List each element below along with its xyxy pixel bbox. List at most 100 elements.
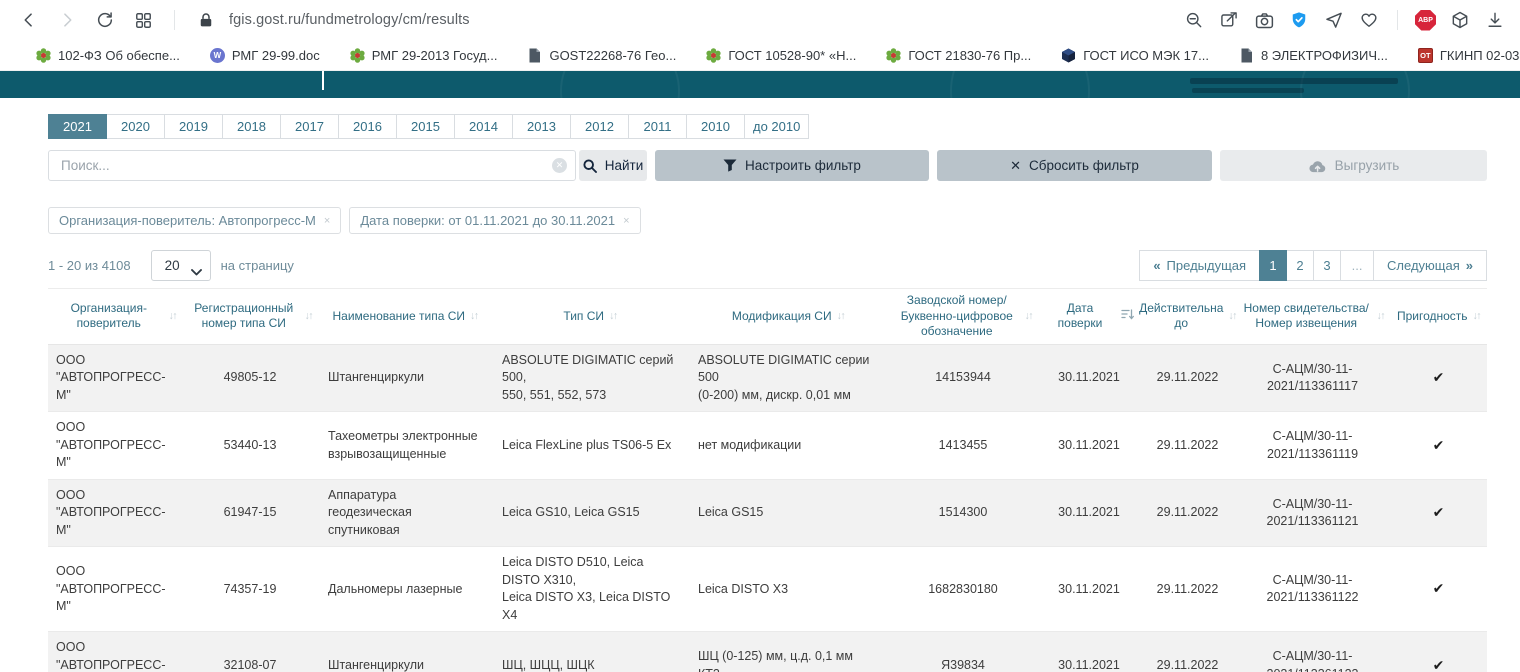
cell-modification: ШЦ (0-125) мм, ц.д. 0,1 мм КТ2	[688, 631, 888, 672]
tab-2013[interactable]: 2013	[512, 114, 571, 139]
zoom-out-icon[interactable]	[1183, 9, 1205, 31]
bookmark-item[interactable]: ГОСТ 10528-90* «Н...	[706, 48, 856, 63]
per-page-select[interactable]: 20	[150, 250, 211, 281]
refresh-icon[interactable]	[94, 9, 116, 31]
sort-icon[interactable]: ↓↑	[470, 309, 479, 322]
bookmark-label: GOST22268-76 Гео...	[549, 47, 677, 63]
bookmark-item[interactable]: РМГ 29-2013 Госуд...	[350, 47, 498, 63]
sort-icon[interactable]: ↓↑	[1472, 309, 1482, 322]
bookmark-item[interactable]: 102-ФЗ Об обеспе...	[36, 48, 180, 63]
cell-verification-date: 30.11.2021	[1038, 479, 1140, 548]
clear-search-icon[interactable]: ✕	[552, 158, 567, 173]
share-edit-icon[interactable]	[1218, 9, 1240, 31]
tab-2019[interactable]: 2019	[164, 114, 223, 139]
bookmark-item[interactable]: ГОСТ 21830-76 Пр...	[886, 48, 1031, 63]
page-button-2[interactable]: 2	[1286, 250, 1315, 281]
header-type-name[interactable]: Наименование типа СИ ↓↑	[318, 288, 492, 345]
adblock-badge[interactable]: ABP	[1415, 9, 1436, 31]
sort-icon[interactable]: ↓↑	[836, 309, 846, 322]
header-verification-date[interactable]: Дата поверки	[1038, 288, 1140, 345]
search-box: ✕	[48, 150, 576, 181]
pagination-row: 1 - 20 из 4108 20 на страницу « Предыдущ…	[48, 250, 1487, 281]
sort-icon[interactable]: ↓↑	[168, 309, 178, 322]
chevron-down-icon	[190, 263, 202, 281]
page-button-3[interactable]: 3	[1313, 250, 1342, 281]
tab-2021[interactable]: 2021	[48, 114, 107, 139]
forward-icon[interactable]	[56, 9, 78, 31]
bookmark-item[interactable]: GOST22268-76 Гео...	[527, 48, 676, 63]
protect-shield-icon[interactable]	[1288, 9, 1310, 31]
remove-filter-icon[interactable]: ×	[623, 214, 630, 227]
header-organization[interactable]: Организация-поверитель ↓↑	[48, 288, 182, 345]
table-row[interactable]: ООО "АВТОПРОГРЕСС-М" 61947-15 Аппаратура…	[48, 479, 1487, 548]
next-page-button[interactable]: Следующая »	[1373, 250, 1487, 281]
cell-reg-number: 53440-13	[182, 411, 318, 480]
table-row[interactable]: ООО "АВТОПРОГРЕСС-М" 74357-19 Дальномеры…	[48, 546, 1487, 633]
bookmark-item[interactable]: W РМГ 29-99.doc	[209, 47, 320, 63]
tab-2017[interactable]: 2017	[280, 114, 339, 139]
table-row[interactable]: ООО "АВТОПРОГРЕСС-М" 49805-12 Штангенцир…	[48, 344, 1487, 413]
header-reg-number[interactable]: Регистрационный номер типа СИ ↓↑	[182, 288, 318, 345]
reset-filter-button[interactable]: ✕ Сбросить фильтр	[937, 150, 1212, 181]
send-icon[interactable]	[1323, 9, 1345, 31]
remove-filter-icon[interactable]: ×	[323, 214, 331, 227]
tab-2011[interactable]: 2011	[628, 114, 687, 139]
extensions-cube-icon[interactable]	[1449, 9, 1471, 31]
cell-certificate: С-АЦМ/30-11- 2021/113361123	[1235, 631, 1390, 672]
page-button-1[interactable]: 1	[1259, 250, 1288, 281]
tiles-icon[interactable]	[132, 9, 154, 31]
header-si-type[interactable]: Тип СИ ↓↑	[492, 288, 688, 345]
tab-2020[interactable]: 2020	[106, 114, 165, 139]
export-button[interactable]: Выгрузить	[1220, 150, 1487, 181]
sort-icon[interactable]: ↓↑	[304, 309, 314, 322]
download-icon[interactable]	[1484, 9, 1506, 31]
table-row[interactable]: ООО "АВТОПРОГРЕСС-М" 32108-07 Штангенцир…	[48, 631, 1487, 672]
sort-active-icon[interactable]	[1121, 308, 1134, 325]
double-chevron-right-icon: »	[1465, 258, 1473, 273]
sort-icon[interactable]: ↓↑	[1024, 309, 1034, 322]
sort-icon[interactable]: ↓↑	[609, 309, 618, 322]
cell-certificate: С-АЦМ/30-11- 2021/113361122	[1235, 546, 1390, 633]
tab-2018[interactable]: 2018	[222, 114, 281, 139]
tab-2014[interactable]: 2014	[454, 114, 513, 139]
results-table: Организация-поверитель ↓↑ Регистрационный…	[48, 288, 1487, 672]
flower-icon	[706, 47, 721, 63]
lock-icon[interactable]	[195, 9, 217, 31]
tab-2016[interactable]: 2016	[338, 114, 397, 139]
tab-2015[interactable]: 2015	[396, 114, 455, 139]
cell-verification-date: 30.11.2021	[1038, 411, 1140, 480]
cell-valid-until: 29.11.2022	[1140, 631, 1235, 672]
address-bar[interactable]: fgis.gost.ru/fundmetrology/cm/results	[229, 12, 470, 28]
header-valid-until[interactable]: Действительна до ↓↑	[1139, 288, 1237, 345]
search-input[interactable]	[48, 150, 576, 181]
sort-icon[interactable]: ↓↑	[1376, 309, 1386, 322]
blue-circle-icon: W	[209, 47, 225, 63]
pager: « Предыдущая 1 2 3 ... Следующая »	[1139, 250, 1487, 281]
header-serial-number[interactable]: Заводской номер/ Буквенно-цифровое обозн…	[888, 288, 1038, 345]
header-suitability[interactable]: Пригодность ↓↑	[1390, 288, 1487, 345]
bookmark-item[interactable]: 8 ЭЛЕКТРОФИЗИЧ...	[1239, 48, 1388, 63]
active-filters: Организация-поверитель: Автопрогресс-М ×…	[48, 207, 641, 234]
tab-before-2010[interactable]: до 2010	[744, 114, 810, 139]
table-row[interactable]: ООО "АВТОПРОГРЕСС-М" 53440-13 Тахеометры…	[48, 411, 1487, 480]
back-icon[interactable]	[18, 9, 40, 31]
header-certificate-number[interactable]: Номер свидетельства/ Номер извещения ↓↑	[1235, 288, 1390, 345]
tab-2010[interactable]: 2010	[686, 114, 745, 139]
bookmark-item[interactable]: ОТ ГКИНП 02-033-82...	[1417, 47, 1520, 63]
heart-icon[interactable]	[1358, 9, 1380, 31]
configure-filter-button[interactable]: Настроить фильтр	[655, 150, 929, 181]
bookmark-item[interactable]: ГОСТ ИСО МЭК 17...	[1061, 48, 1209, 63]
cell-si-type: Leica GS10, Leica GS15	[492, 479, 688, 548]
results-table-wrap: Организация-поверитель ↓↑ Регистрационный…	[48, 288, 1487, 672]
find-button[interactable]: Найти	[579, 150, 647, 181]
cell-si-type: Leica FlexLine plus TS06-5 Ex	[492, 411, 688, 480]
search-icon	[583, 158, 597, 173]
camera-icon[interactable]	[1253, 9, 1275, 31]
band-faint-text	[1192, 88, 1304, 93]
sort-icon[interactable]: ↓↑	[1228, 309, 1237, 322]
bookmark-label: РМГ 29-2013 Госуд...	[371, 47, 498, 63]
cell-certificate: С-АЦМ/30-11- 2021/113361121	[1235, 479, 1390, 548]
header-modification[interactable]: Модификация СИ ↓↑	[688, 288, 888, 345]
tab-2012[interactable]: 2012	[570, 114, 629, 139]
prev-page-button[interactable]: « Предыдущая	[1139, 250, 1261, 281]
